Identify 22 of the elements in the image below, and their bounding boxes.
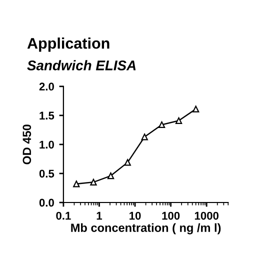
x-axis-title: Mb concentration ( ng /m l) xyxy=(71,223,221,234)
y-tick-label: 1.0 xyxy=(40,140,54,149)
x-tick-label: 0.1 xyxy=(56,212,71,220)
y-tick-label: 1.5 xyxy=(40,112,54,120)
y-tick-label: 0.0 xyxy=(39,198,54,207)
x-tick-label: 10 xyxy=(130,212,141,220)
x-tick-label: 1000 xyxy=(194,212,219,220)
point xyxy=(192,106,200,112)
point xyxy=(90,178,97,186)
y-tick-label: 2.0 xyxy=(39,82,54,91)
point xyxy=(73,180,80,188)
y-axis-title: OD 450 xyxy=(22,124,32,164)
point xyxy=(158,121,166,128)
chart-title: Application xyxy=(27,38,110,52)
point xyxy=(124,159,131,166)
point xyxy=(107,172,114,180)
y-tick-label: 0.5 xyxy=(39,170,54,178)
x-tick-label: 1 xyxy=(96,212,102,220)
point xyxy=(141,134,148,140)
chart-subtitle: Sandwich ELISA xyxy=(27,60,136,70)
point xyxy=(175,117,182,124)
x-tick-label: 100 xyxy=(162,212,180,220)
